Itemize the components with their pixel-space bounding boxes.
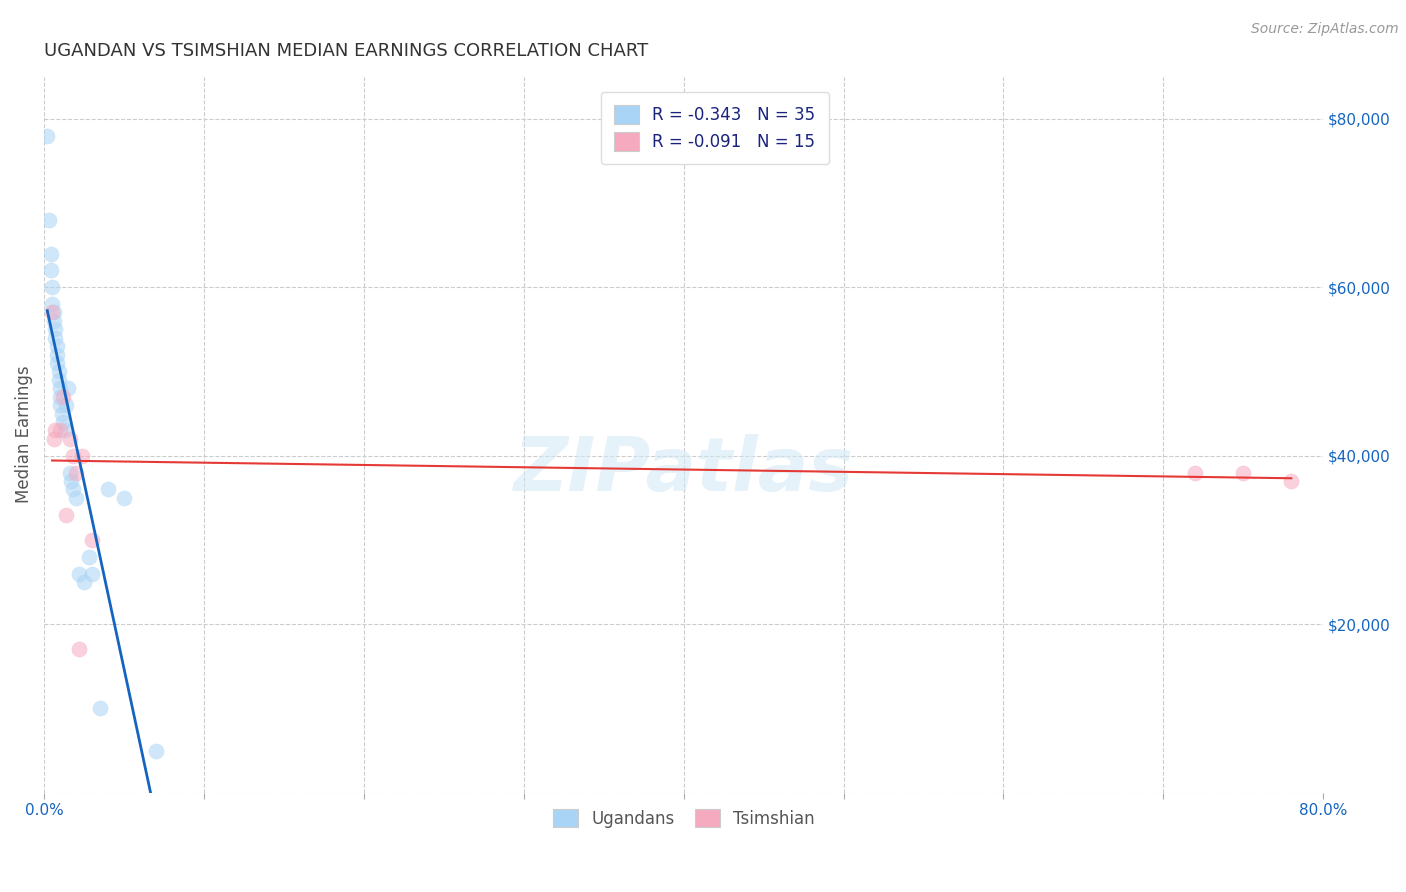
Point bbox=[52, 390, 75, 404]
Point bbox=[59, 432, 82, 446]
Point bbox=[41, 305, 63, 319]
Text: ZIPatlas: ZIPatlas bbox=[513, 434, 853, 507]
Point bbox=[44, 424, 66, 438]
Point bbox=[1279, 474, 1302, 488]
Point bbox=[42, 432, 65, 446]
Point bbox=[48, 373, 70, 387]
Point bbox=[49, 424, 72, 438]
Point bbox=[38, 212, 60, 227]
Point bbox=[55, 398, 77, 412]
Point bbox=[1184, 466, 1206, 480]
Point bbox=[55, 508, 77, 522]
Point bbox=[80, 566, 103, 581]
Text: Source: ZipAtlas.com: Source: ZipAtlas.com bbox=[1251, 22, 1399, 37]
Point bbox=[1232, 466, 1254, 480]
Point bbox=[62, 449, 84, 463]
Point bbox=[65, 491, 87, 505]
Point bbox=[49, 381, 72, 395]
Point bbox=[72, 449, 94, 463]
Point bbox=[89, 701, 111, 715]
Point bbox=[60, 474, 83, 488]
Point bbox=[39, 263, 62, 277]
Y-axis label: Median Earnings: Median Earnings bbox=[15, 366, 32, 503]
Point bbox=[65, 466, 87, 480]
Point bbox=[42, 305, 65, 319]
Point bbox=[45, 356, 67, 370]
Point bbox=[39, 246, 62, 260]
Point bbox=[62, 483, 84, 497]
Point bbox=[49, 390, 72, 404]
Point bbox=[45, 348, 67, 362]
Point bbox=[41, 280, 63, 294]
Point bbox=[52, 415, 75, 429]
Point bbox=[67, 642, 90, 657]
Point bbox=[56, 381, 79, 395]
Point bbox=[73, 575, 96, 590]
Point bbox=[80, 533, 103, 547]
Point bbox=[112, 491, 135, 505]
Point bbox=[44, 331, 66, 345]
Point bbox=[97, 483, 120, 497]
Point bbox=[77, 549, 100, 564]
Point bbox=[51, 407, 73, 421]
Point bbox=[44, 322, 66, 336]
Point bbox=[59, 466, 82, 480]
Point bbox=[37, 128, 59, 143]
Point bbox=[45, 339, 67, 353]
Point bbox=[48, 364, 70, 378]
Point bbox=[145, 743, 167, 757]
Point bbox=[42, 314, 65, 328]
Text: UGANDAN VS TSIMSHIAN MEDIAN EARNINGS CORRELATION CHART: UGANDAN VS TSIMSHIAN MEDIAN EARNINGS COR… bbox=[44, 42, 648, 60]
Point bbox=[53, 424, 76, 438]
Point bbox=[67, 566, 90, 581]
Legend: Ugandans, Tsimshian: Ugandans, Tsimshian bbox=[547, 803, 821, 834]
Point bbox=[41, 297, 63, 311]
Point bbox=[49, 398, 72, 412]
